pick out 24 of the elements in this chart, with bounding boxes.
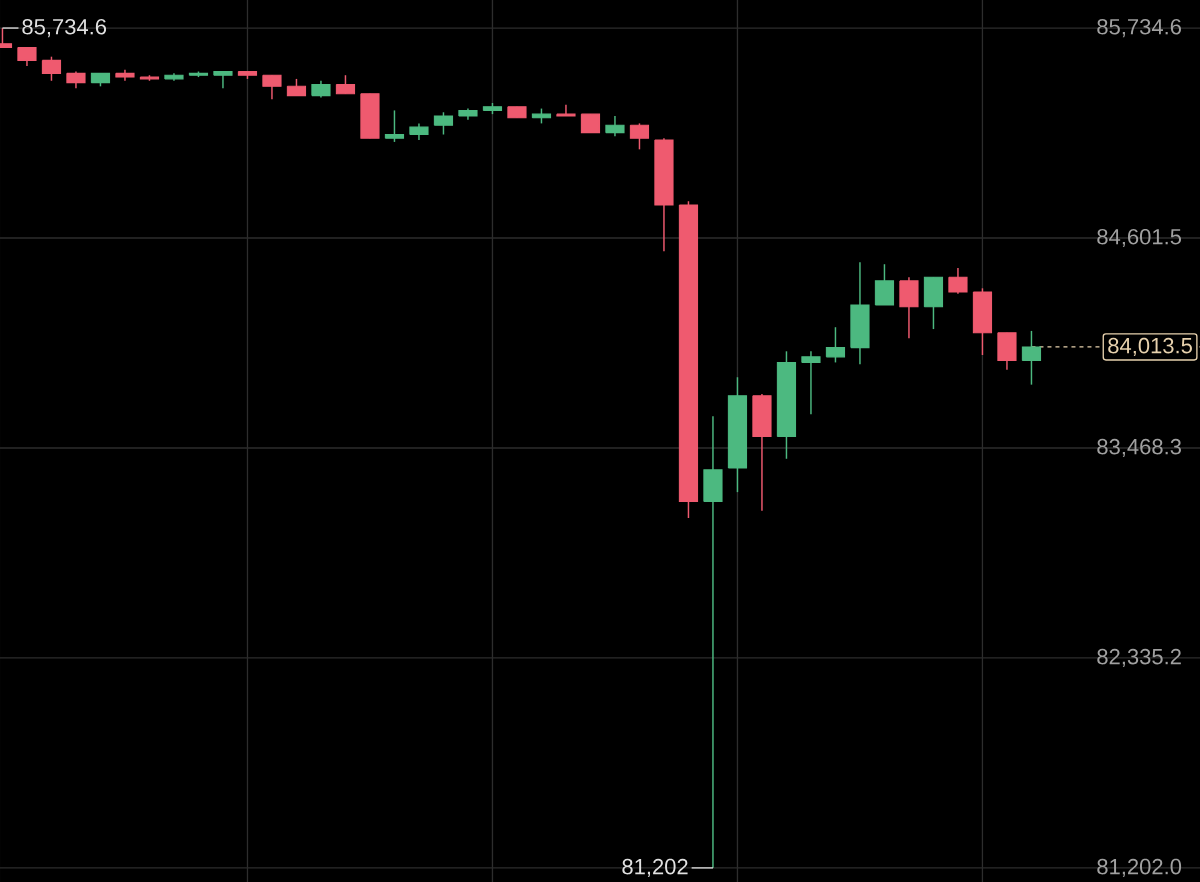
candlestick: [384, 109, 405, 143]
candlestick: [948, 267, 968, 295]
y-tick-label: 84,601.5: [1097, 228, 1182, 248]
candlestick: [17, 46, 37, 67]
candlestick: [433, 111, 454, 136]
y-tick-label: 83,468.3: [1097, 438, 1181, 458]
candlestick: [825, 326, 846, 364]
candlestick: [801, 350, 821, 416]
candlestick: [1021, 330, 1042, 386]
candlestick: [703, 415, 723, 869]
annotation: 85,734.6: [22, 18, 107, 38]
candlestick: [629, 122, 650, 151]
candlestick: [213, 70, 233, 89]
candlestick: [580, 113, 601, 134]
candlestick: [556, 104, 576, 117]
candlestick: [605, 115, 625, 138]
candlestick: [262, 74, 282, 101]
annotation: 81,202: [622, 858, 688, 877]
y-tick-label: 81,202.0: [1097, 858, 1182, 877]
ref-line-label: 84,013.5: [1108, 337, 1192, 357]
candlestick: [41, 55, 62, 82]
y-tick-label: 85,734.6: [1097, 18, 1181, 38]
y-tick-label: 82,335.2: [1097, 648, 1181, 668]
candlestick: [335, 74, 356, 95]
